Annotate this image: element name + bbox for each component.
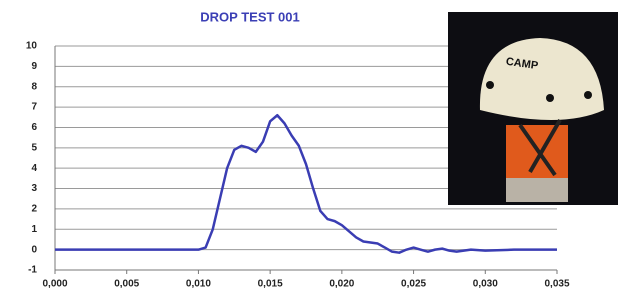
y-tick-label: 5 — [31, 142, 37, 153]
y-tick-label: 10 — [26, 41, 38, 52]
x-tick-label: 0,005 — [114, 279, 139, 290]
x-tick-label: 0,010 — [186, 279, 211, 290]
vent — [486, 81, 494, 89]
x-tick-label: 0,015 — [258, 279, 283, 290]
x-tick-label: 0,025 — [401, 279, 426, 290]
x-tick-label: 0,035 — [544, 279, 569, 290]
y-tick-label: 0 — [31, 244, 37, 255]
helmet-photo: CAMP — [448, 12, 618, 205]
y-tick-label: -1 — [28, 265, 37, 276]
x-tick-label: 0,030 — [473, 279, 498, 290]
vent — [584, 91, 592, 99]
stand-base — [506, 178, 568, 202]
y-tick-label: 2 — [31, 204, 37, 215]
chart-title: DROP TEST 001 — [200, 9, 299, 24]
vent — [546, 94, 554, 102]
y-tick-label: 1 — [31, 224, 37, 235]
x-tick-label: 0,000 — [42, 279, 67, 290]
chart: DROP TEST 001 -1 0 1 2 3 4 5 6 7 8 9 10 0,000 0,005 0,… — [0, 0, 620, 298]
y-tick-label: 6 — [31, 122, 37, 133]
y-tick-label: 8 — [31, 81, 37, 92]
y-tick-label: 7 — [31, 102, 37, 113]
y-tick-label: 9 — [31, 61, 37, 72]
y-tick-label: 3 — [31, 183, 37, 194]
x-tick-label: 0,020 — [329, 279, 354, 290]
y-tick-label: 4 — [31, 163, 37, 174]
